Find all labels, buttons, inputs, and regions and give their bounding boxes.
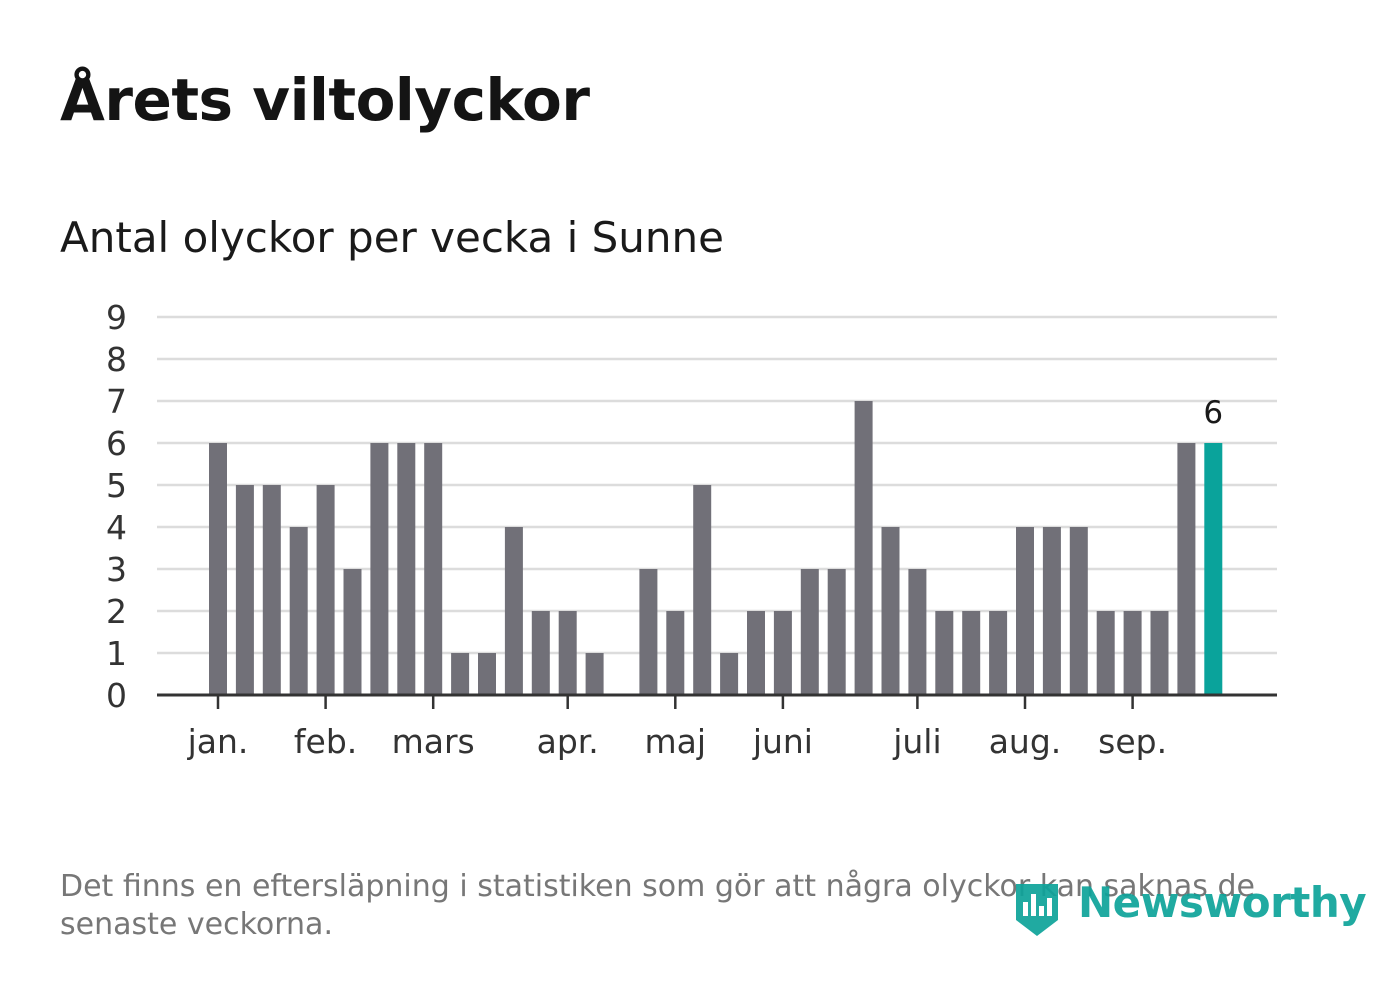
- bar: [1042, 527, 1061, 695]
- bar: [289, 527, 308, 695]
- x-tick-label: jan.: [187, 722, 249, 761]
- bars: [209, 401, 1223, 695]
- bar: [424, 443, 443, 695]
- bar: [773, 611, 792, 695]
- bar: [747, 611, 765, 695]
- bar: [343, 569, 362, 695]
- bar: [558, 611, 577, 695]
- bar: [504, 527, 523, 695]
- bar: [209, 443, 227, 695]
- newsworthy-logo: Newsworthy: [1012, 878, 1367, 942]
- x-tick-label: feb.: [294, 722, 357, 761]
- y-tick-label: 8: [106, 340, 127, 379]
- newsworthy-logo-icon: [1016, 884, 1058, 936]
- x-axis-ticks: jan. feb. mars apr. maj juni juli aug. sep.: [187, 695, 1167, 761]
- bar: [800, 569, 819, 695]
- bar: [1096, 611, 1115, 695]
- bar: [585, 653, 604, 695]
- x-tick-label: apr.: [537, 722, 599, 761]
- bar: [881, 527, 900, 695]
- bar: [235, 485, 254, 695]
- bar: [531, 611, 550, 695]
- bar: [666, 611, 685, 695]
- bar: [262, 485, 281, 695]
- bar: [962, 611, 981, 695]
- bar: [693, 485, 712, 695]
- x-tick-label: sep.: [1098, 722, 1167, 761]
- chart-subtitle: Antal olyckor per vecka i Sunne: [60, 213, 724, 262]
- x-tick-label: juni: [752, 722, 813, 761]
- x-tick-label: maj: [645, 722, 707, 761]
- bar: [1016, 527, 1034, 695]
- bar: [908, 569, 927, 695]
- gridlines: [157, 315, 1277, 655]
- bar: [451, 653, 470, 695]
- x-tick-label: mars: [392, 722, 475, 761]
- bar: [1177, 443, 1196, 695]
- bar-highlight: [1204, 443, 1223, 695]
- bar: [370, 443, 389, 695]
- bar: [935, 611, 954, 695]
- y-tick-label: 6: [106, 424, 127, 463]
- y-tick-label: 9: [106, 298, 127, 337]
- bar: [397, 443, 416, 695]
- data-labels: 6: [1203, 395, 1223, 431]
- bar: [478, 653, 496, 695]
- y-tick-label: 2: [106, 592, 127, 631]
- bar: [639, 569, 658, 695]
- y-tick-label: 1: [106, 634, 127, 673]
- bar: [827, 569, 846, 695]
- data-label: 6: [1203, 395, 1223, 431]
- brand-name: Newsworthy: [1078, 878, 1367, 927]
- x-tick-label: juli: [892, 722, 941, 761]
- bar: [854, 401, 873, 695]
- y-tick-label: 7: [106, 382, 127, 421]
- y-tick-label: 0: [106, 676, 127, 715]
- y-tick-label: 4: [106, 508, 127, 547]
- bar: [989, 611, 1008, 695]
- chart-title: Årets viltolyckor: [60, 66, 590, 134]
- bar: [1069, 527, 1088, 695]
- bar: [316, 485, 335, 695]
- y-tick-label: 5: [106, 466, 127, 505]
- bar: [720, 653, 739, 695]
- bar: [1150, 611, 1169, 695]
- x-tick-label: aug.: [989, 722, 1062, 761]
- bar: [1123, 611, 1142, 695]
- y-tick-label: 3: [106, 550, 127, 589]
